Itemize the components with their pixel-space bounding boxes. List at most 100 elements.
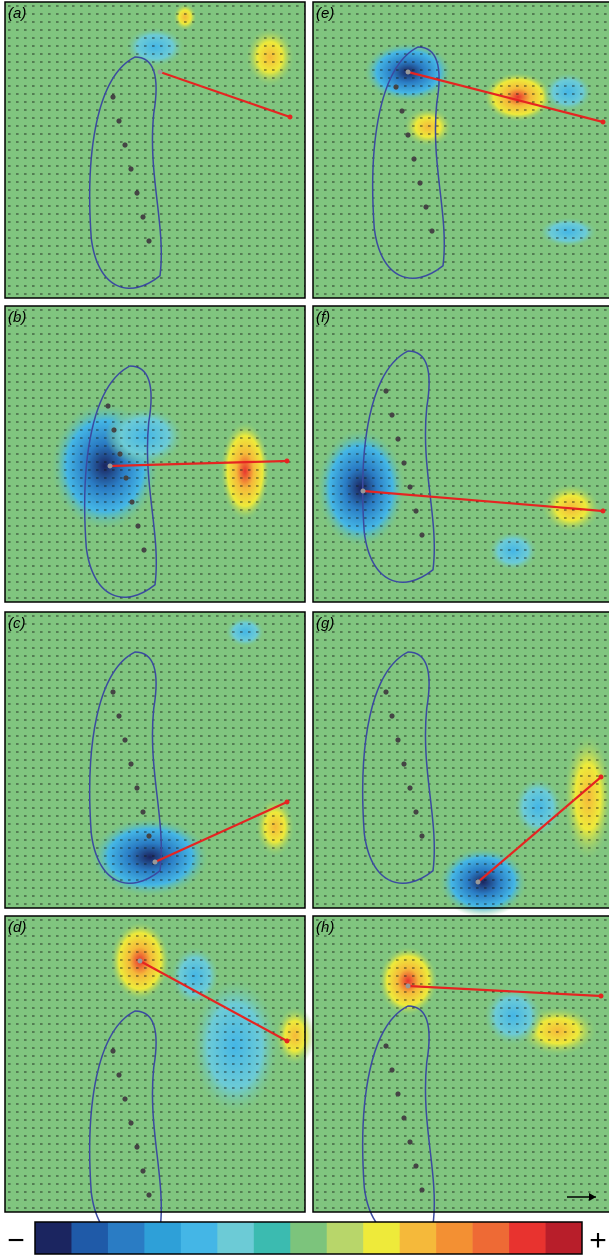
panel-label: (g) bbox=[316, 615, 334, 632]
panel-label: (b) bbox=[8, 309, 26, 326]
velocity-vectors bbox=[5, 612, 305, 908]
body-outline bbox=[89, 56, 163, 289]
marker bbox=[413, 508, 419, 514]
center bbox=[360, 488, 366, 494]
panel-frame bbox=[4, 611, 306, 909]
marker bbox=[395, 737, 401, 743]
velocity-vectors bbox=[313, 306, 609, 602]
red-line bbox=[407, 70, 604, 124]
panel: (b) bbox=[4, 305, 306, 603]
red-end bbox=[600, 508, 606, 514]
marker bbox=[110, 1048, 116, 1054]
marker bbox=[146, 238, 152, 244]
colorbar-cell bbox=[545, 1222, 583, 1254]
panel: (h) bbox=[312, 915, 609, 1238]
marker bbox=[395, 436, 401, 442]
red-line bbox=[159, 70, 291, 119]
red-line bbox=[109, 459, 288, 468]
marker bbox=[116, 713, 122, 719]
marker bbox=[146, 833, 152, 839]
marker bbox=[383, 1043, 389, 1049]
scale-arrow bbox=[567, 1193, 596, 1201]
marker bbox=[401, 761, 407, 767]
panel-label: (d) bbox=[8, 919, 26, 936]
panel-frame bbox=[312, 1, 609, 299]
center bbox=[157, 69, 163, 75]
panel: (a) bbox=[4, 1, 306, 299]
marker bbox=[140, 809, 146, 815]
marker bbox=[413, 1163, 419, 1169]
velocity-vectors bbox=[313, 2, 609, 298]
marker bbox=[393, 84, 399, 90]
colorbar-cell bbox=[35, 1222, 72, 1254]
marker bbox=[407, 785, 413, 791]
panel-frame bbox=[4, 915, 306, 1213]
colorbar bbox=[34, 1221, 583, 1255]
marker bbox=[116, 1072, 122, 1078]
marker bbox=[134, 785, 140, 791]
center bbox=[137, 958, 143, 964]
marker bbox=[423, 204, 429, 210]
colorbar-cell bbox=[180, 1222, 218, 1254]
panel: (g) bbox=[312, 611, 609, 917]
marker bbox=[134, 1144, 140, 1150]
body-outline bbox=[362, 350, 436, 583]
velocity-vectors bbox=[313, 916, 609, 1212]
colorbar-cell bbox=[253, 1222, 291, 1254]
colorbar-cell bbox=[436, 1222, 473, 1254]
panel: (f) bbox=[312, 305, 609, 603]
marker bbox=[140, 214, 146, 220]
center bbox=[405, 69, 411, 75]
marker bbox=[407, 1139, 413, 1145]
red-end bbox=[284, 458, 290, 464]
marker bbox=[117, 451, 123, 457]
red-line bbox=[407, 984, 602, 998]
panel-label: (e) bbox=[316, 5, 334, 22]
panel: (d) bbox=[4, 915, 315, 1243]
center bbox=[405, 983, 411, 989]
red-end bbox=[598, 993, 604, 999]
panel-label: (a) bbox=[8, 5, 26, 22]
marker bbox=[129, 499, 135, 505]
marker bbox=[128, 166, 134, 172]
marker bbox=[429, 228, 435, 234]
panel: (e) bbox=[312, 1, 609, 299]
red-line bbox=[154, 800, 288, 864]
red-line bbox=[139, 960, 288, 1042]
panel-label: (h) bbox=[316, 919, 334, 936]
body-outline bbox=[84, 365, 158, 598]
marker bbox=[419, 1187, 425, 1193]
marker bbox=[405, 132, 411, 138]
colorbar-cell bbox=[217, 1222, 255, 1254]
center bbox=[107, 463, 113, 469]
panel-label: (c) bbox=[8, 615, 26, 632]
colorbar-cell bbox=[399, 1222, 437, 1254]
colorbar-minus: − bbox=[7, 1224, 25, 1256]
marker bbox=[401, 460, 407, 466]
marker bbox=[407, 484, 413, 490]
red-end bbox=[287, 114, 293, 120]
marker bbox=[135, 523, 141, 529]
velocity-vectors bbox=[5, 306, 305, 602]
marker bbox=[389, 713, 395, 719]
marker bbox=[389, 1067, 395, 1073]
marker bbox=[110, 94, 116, 100]
marker bbox=[122, 142, 128, 148]
panel-frame bbox=[4, 1, 306, 299]
colorbar-cell bbox=[144, 1222, 182, 1254]
marker bbox=[128, 761, 134, 767]
body-outline bbox=[89, 651, 163, 884]
marker bbox=[395, 1091, 401, 1097]
panel: (c) bbox=[4, 611, 306, 909]
colorbar-cell bbox=[472, 1222, 510, 1254]
colorbar-cell bbox=[326, 1222, 364, 1254]
marker bbox=[128, 1120, 134, 1126]
marker bbox=[383, 388, 389, 394]
red-end bbox=[600, 119, 606, 125]
marker bbox=[110, 689, 116, 695]
center bbox=[152, 859, 158, 865]
colorbar-cell bbox=[290, 1222, 328, 1254]
panel-frame bbox=[312, 611, 609, 909]
